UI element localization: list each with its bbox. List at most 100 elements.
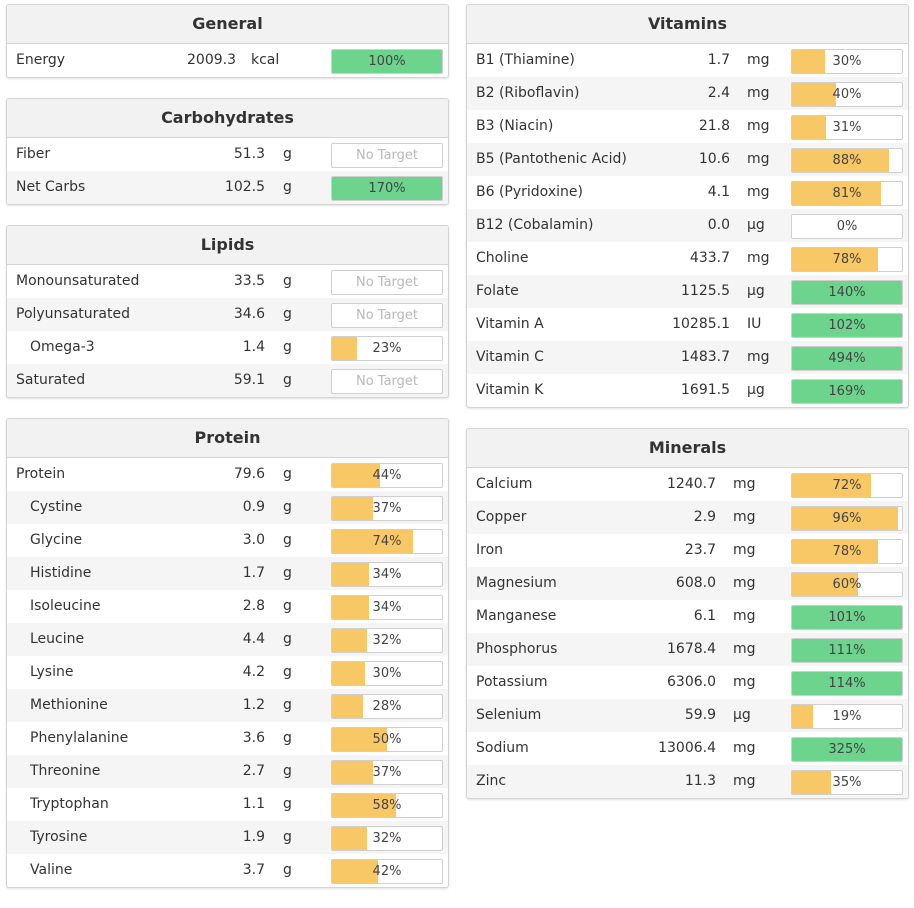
target-progress-bar: No Target [331, 270, 443, 295]
progress-percent-label: 60% [832, 577, 862, 592]
nutrient-row: Iron 23.7 mg 78% [467, 534, 908, 567]
carbohydrates-rows: Fiber 51.3 g No Target Net Carbs 102.5 g 170% [7, 138, 448, 204]
nutrient-name: Magnesium [476, 575, 557, 591]
progress-percent-label: 19% [832, 709, 862, 724]
target-progress-bar: 494% [791, 346, 903, 371]
target-progress-bar: 50% [331, 727, 443, 752]
nutrient-row: Polyunsaturated 34.6 g No Target [7, 298, 448, 331]
nutrient-row: Fiber 51.3 g No Target [7, 138, 448, 171]
nutrient-row: Histidine 1.7 g 34% [7, 557, 448, 590]
nutrient-name: Methionine [30, 697, 108, 713]
progress-percent-label: 102% [828, 318, 866, 333]
progress-percent-label: 0% [836, 219, 858, 234]
nutrient-name: Vitamin K [476, 382, 544, 398]
nutrient-amount: 608.0 [675, 575, 716, 591]
target-progress-bar: 32% [331, 826, 443, 851]
nutrient-name: Protein [16, 466, 66, 482]
nutrient-name: Valine [30, 862, 73, 878]
progress-fill [792, 573, 858, 596]
nutrient-name: B3 (Niacin) [476, 118, 554, 134]
progress-fill [792, 672, 902, 695]
nutrient-amount: 4.2 [242, 664, 265, 680]
nutrient-amount: 6306.0 [667, 674, 716, 690]
nutrient-name: Saturated [16, 372, 86, 388]
progress-percent-label: 37% [372, 765, 402, 780]
nutrient-amount: 1.9 [242, 829, 265, 845]
nutrient-amount: 3.6 [242, 730, 265, 746]
nutrient-unit: mg [747, 349, 770, 365]
nutrient-amount: 34.6 [233, 306, 265, 322]
target-progress-bar: 111% [791, 638, 903, 663]
nutrient-row: Glycine 3.0 g 74% [7, 524, 448, 557]
nutrient-row: B2 (Riboflavin) 2.4 mg 40% [467, 77, 908, 110]
progress-fill [792, 380, 902, 403]
progress-fill [332, 827, 368, 850]
target-progress-bar: 72% [791, 473, 903, 498]
nutrient-amount: 79.6 [233, 466, 265, 482]
nutrient-row: Magnesium 608.0 mg 60% [467, 567, 908, 600]
progress-percent-label: 81% [832, 186, 862, 201]
nutrient-unit: g [283, 631, 292, 647]
progress-fill [792, 347, 902, 370]
progress-fill [792, 182, 882, 205]
nutrient-name: Histidine [30, 565, 92, 581]
protein-panel: Protein Protein 79.6 g 44% Cystine 0.9 g 37% Gly… [6, 418, 449, 888]
nutrient-name: Zinc [476, 773, 507, 789]
progress-fill [792, 50, 825, 73]
nutrient-amount: 1678.4 [667, 641, 716, 657]
target-progress-bar: 34% [331, 562, 443, 587]
nutrient-unit: g [283, 532, 292, 548]
nutrient-unit: µg [747, 283, 765, 299]
target-progress-bar: 78% [791, 247, 903, 272]
nutrient-name: Folate [476, 283, 519, 299]
nutrient-unit: mg [733, 674, 756, 690]
nutrient-unit: mg [747, 85, 770, 101]
nutrient-amount: 21.8 [698, 118, 730, 134]
vitamins-rows: B1 (Thiamine) 1.7 mg 30% B2 (Riboflavin) 2.4 m… [467, 44, 908, 407]
target-progress-bar: 34% [331, 595, 443, 620]
lipids-rows: Monounsaturated 33.5 g No Target Polyunsatur… [7, 265, 448, 397]
progress-fill [332, 629, 368, 652]
left-column: General Energy 2009.3 kcal 100% Carbohydrat… [6, 4, 449, 908]
progress-percent-label: 101% [828, 610, 866, 625]
nutrient-row: Vitamin C 1483.7 mg 494% [467, 341, 908, 374]
target-progress-bar: 325% [791, 737, 903, 762]
nutrient-name: Cystine [30, 499, 83, 515]
progress-fill [332, 50, 442, 73]
nutrient-row: Net Carbs 102.5 g 170% [7, 171, 448, 204]
progress-percent-label: 35% [832, 775, 862, 790]
nutrient-row: B12 (Cobalamin) 0.0 µg 0% [467, 209, 908, 242]
target-progress-bar: 60% [791, 572, 903, 597]
nutrient-name: Glycine [30, 532, 83, 548]
nutrient-amount: 4.1 [707, 184, 730, 200]
nutrient-unit: mg [733, 641, 756, 657]
nutrient-row: Choline 433.7 mg 78% [467, 242, 908, 275]
nutrient-row: Lysine 4.2 g 30% [7, 656, 448, 689]
nutrient-name: Calcium [476, 476, 533, 492]
target-progress-bar: 102% [791, 313, 903, 338]
target-progress-bar: 74% [331, 529, 443, 554]
nutrient-unit: g [283, 598, 292, 614]
nutrient-name: Selenium [476, 707, 542, 723]
nutrient-name: Monounsaturated [16, 273, 140, 289]
progress-percent-label: 30% [832, 54, 862, 69]
nutrient-row: Protein 79.6 g 44% [7, 458, 448, 491]
progress-fill [792, 281, 902, 304]
progress-percent-label: 140% [828, 285, 866, 300]
target-progress-bar: 58% [331, 793, 443, 818]
nutrient-amount: 1240.7 [667, 476, 716, 492]
nutrient-name: Vitamin C [476, 349, 544, 365]
nutrient-row: Vitamin K 1691.5 µg 169% [467, 374, 908, 407]
nutrient-row: Vitamin A 10285.1 IU 102% [467, 308, 908, 341]
target-progress-bar: 30% [791, 49, 903, 74]
nutrient-amount: 1.7 [707, 52, 730, 68]
progress-percent-label: 30% [372, 666, 402, 681]
nutrient-name: B12 (Cobalamin) [476, 217, 594, 233]
nutrient-row: B1 (Thiamine) 1.7 mg 30% [467, 44, 908, 77]
nutrient-row: B5 (Pantothenic Acid) 10.6 mg 88% [467, 143, 908, 176]
nutrient-name: Copper [476, 509, 527, 525]
nutrient-name: Energy [16, 52, 66, 68]
target-progress-bar: No Target [331, 143, 443, 168]
nutrient-amount: 23.7 [684, 542, 716, 558]
nutrient-row: Energy 2009.3 kcal 100% [7, 44, 448, 77]
